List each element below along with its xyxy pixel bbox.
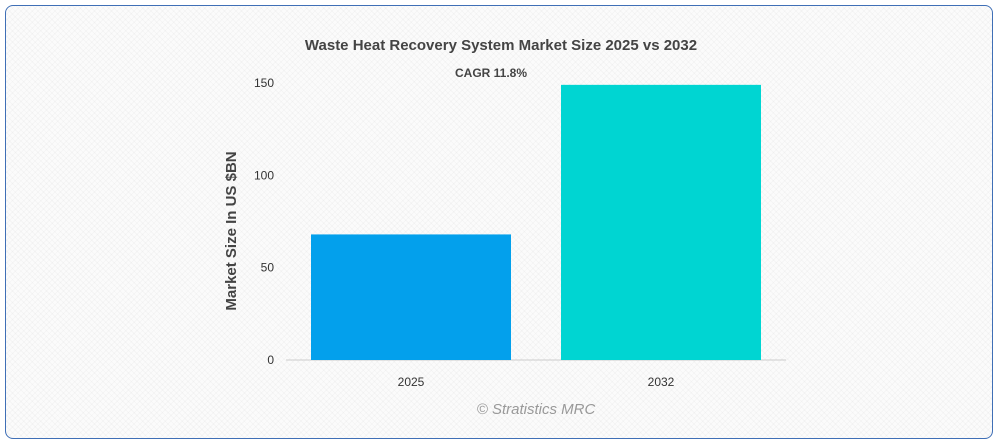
- y-axis-label: Market Size In US $BN: [223, 151, 240, 310]
- bar-2025[interactable]: [311, 234, 511, 360]
- credit-text: © Stratistics MRC: [477, 401, 596, 418]
- x-tick-label: 2032: [648, 375, 675, 389]
- y-tick-label: 50: [261, 261, 275, 275]
- bars: [311, 84, 761, 360]
- bar-2032[interactable]: [561, 84, 761, 360]
- y-tick-label: 100: [254, 168, 274, 182]
- chart-frame: Waste Heat Recovery System Market Size 2…: [5, 5, 993, 439]
- y-tick-label: 0: [267, 353, 274, 367]
- bar-chart: Waste Heat Recovery System Market Size 2…: [223, 37, 786, 418]
- y-axis-ticks: 0 50 100 150: [254, 76, 274, 367]
- cagr-annotation: CAGR 11.8%: [455, 66, 527, 80]
- y-tick-label: 150: [254, 76, 274, 90]
- x-tick-label: 2025: [398, 375, 425, 389]
- chart-title: Waste Heat Recovery System Market Size 2…: [305, 37, 697, 54]
- x-axis-ticks: 2025 2032: [398, 375, 675, 389]
